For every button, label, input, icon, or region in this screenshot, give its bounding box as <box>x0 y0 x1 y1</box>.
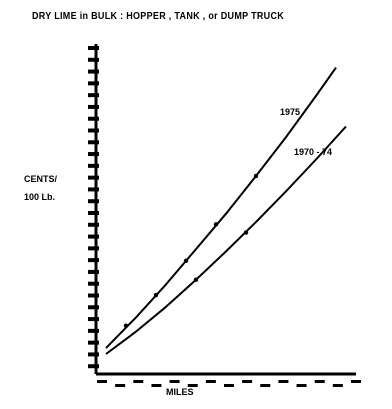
x-tick <box>169 380 180 383</box>
data-point <box>243 230 249 235</box>
x-tick <box>260 384 271 387</box>
data-point <box>153 292 159 298</box>
series-label-1975: 1975 <box>280 107 301 117</box>
x-tick <box>314 380 325 383</box>
x-tick <box>242 380 253 383</box>
y-axis-label: CENTS/ 100 Lb. <box>24 174 58 202</box>
data-point <box>253 173 259 179</box>
x-tick <box>332 384 343 387</box>
data-point <box>213 222 219 227</box>
x-tick <box>187 384 198 387</box>
series-line-1 <box>105 125 347 355</box>
x-tick <box>205 380 216 383</box>
data-point <box>193 277 199 282</box>
x-tick <box>151 384 162 387</box>
series-label-1970-74: 1970 - 74 <box>294 147 333 157</box>
data-point <box>183 258 189 264</box>
x-tick <box>115 384 126 387</box>
x-tick <box>97 380 107 383</box>
x-tick <box>351 380 361 383</box>
x-tick <box>278 380 289 383</box>
x-axis-label: MILES <box>166 387 194 397</box>
x-tick <box>224 384 234 387</box>
x-tick <box>133 380 144 383</box>
series-line-0 <box>105 67 337 349</box>
chart-title: DRY LIME in BULK : HOPPER , TANK , or DU… <box>32 10 285 22</box>
data-point <box>123 323 129 328</box>
x-tick <box>296 384 307 387</box>
